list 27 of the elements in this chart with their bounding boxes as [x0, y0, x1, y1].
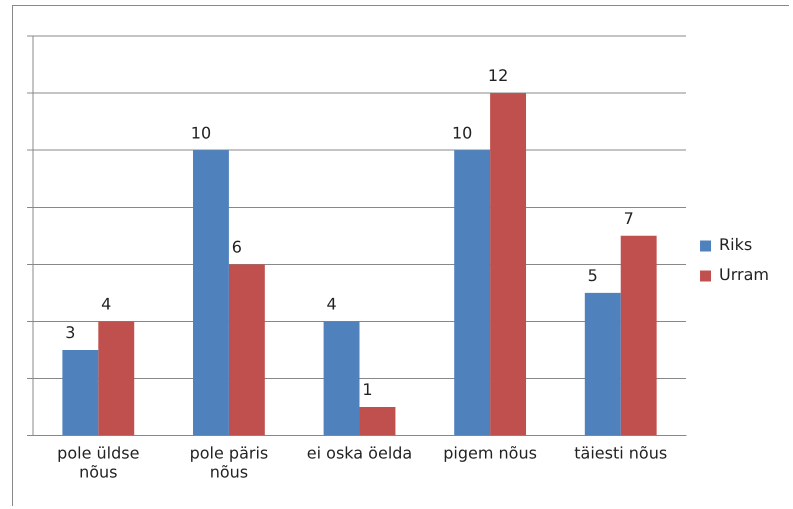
bar — [324, 321, 360, 436]
bar — [454, 150, 490, 436]
data-label: 7 — [624, 208, 634, 228]
data-label: 4 — [326, 294, 337, 314]
x-tick-label: täiesti nõus — [574, 443, 668, 462]
bar — [360, 407, 396, 436]
data-label: 5 — [588, 266, 598, 286]
data-label: 10 — [190, 123, 212, 142]
x-tick-label: pole üldse nõus — [57, 443, 140, 482]
bar — [584, 292, 621, 436]
x-tick-label: pigem nõus — [443, 443, 537, 462]
bar — [228, 264, 265, 436]
x-tick-label: ei oska öelda — [306, 443, 412, 462]
data-label: 4 — [101, 294, 112, 314]
bar — [62, 350, 98, 436]
data-label: 6 — [232, 238, 242, 256]
bar — [620, 236, 657, 436]
bar — [98, 321, 134, 436]
legend-label: Urram — [719, 265, 770, 284]
data-label: 12 — [488, 66, 508, 86]
legend-label: Riks — [719, 235, 752, 254]
x-tick-label: pole päris nõus — [190, 443, 268, 482]
bar — [192, 150, 229, 436]
data-label: 3 — [65, 323, 76, 342]
bar — [490, 93, 526, 436]
data-label: 10 — [452, 123, 472, 142]
data-label: 1 — [362, 380, 373, 400]
